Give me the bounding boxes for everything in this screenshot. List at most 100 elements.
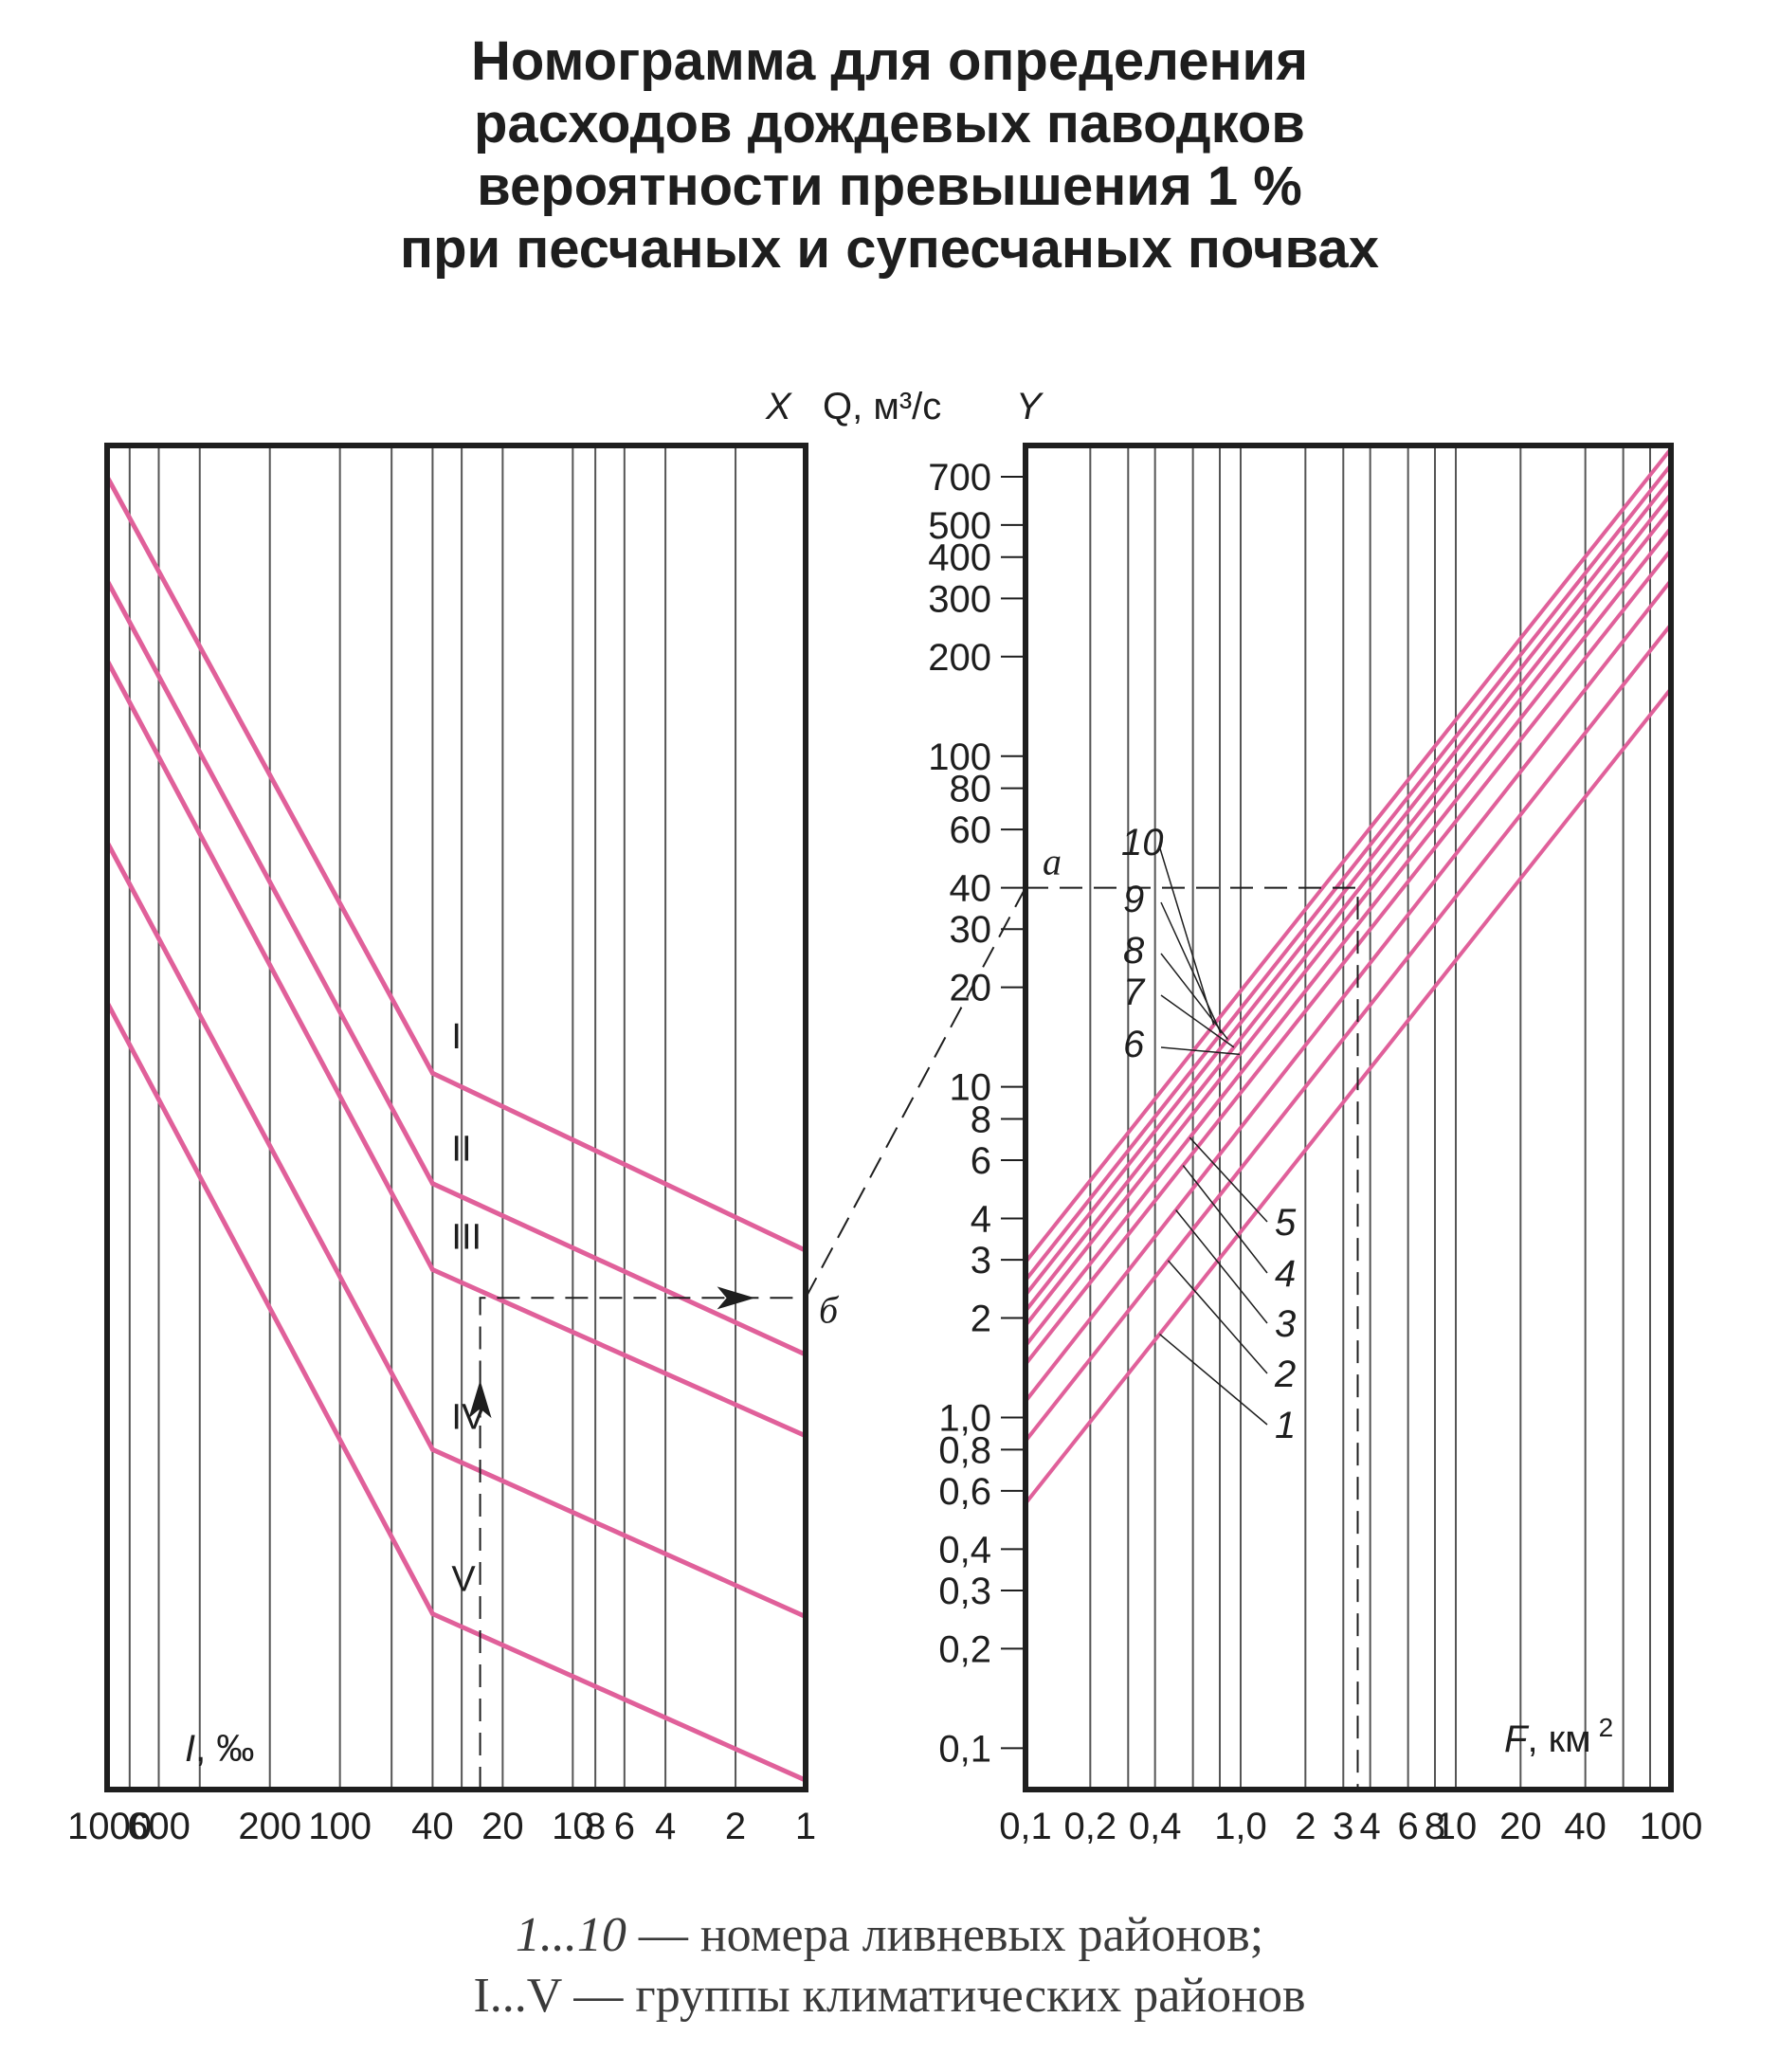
rain-district-label-1: 1 xyxy=(1275,1405,1296,1446)
left-x-tick-label: 1 xyxy=(795,1806,816,1847)
title-line-4: при песчаных и супесчаных почвах xyxy=(400,218,1379,280)
rain-district-line-5 xyxy=(1024,526,1673,1347)
axis-letter-y: Y xyxy=(1016,386,1044,427)
y-tick-label: 0,1 xyxy=(938,1728,991,1770)
curve-group-III xyxy=(104,659,808,1439)
y-tick-label: 10 xyxy=(950,1067,992,1109)
y-tick-label: 6 xyxy=(971,1140,991,1182)
leader-line-10 xyxy=(1158,845,1215,1026)
rain-district-line-2 xyxy=(1024,623,1673,1443)
right-x-tick-label: 20 xyxy=(1499,1806,1542,1847)
right-x-tick-label: 1,0 xyxy=(1214,1806,1267,1847)
rain-district-label-6: 6 xyxy=(1123,1024,1145,1065)
left-guide-line xyxy=(479,1297,806,1418)
right-panel: a123456789107005004003002001008060403020… xyxy=(765,386,1702,1847)
y-tick-label: 20 xyxy=(950,968,992,1009)
y-tick-label: 40 xyxy=(950,868,992,910)
right-x-tick-label: 0,2 xyxy=(1064,1806,1117,1847)
rain-district-label-8: 8 xyxy=(1123,930,1145,972)
rain-district-label-9: 9 xyxy=(1123,879,1144,920)
curve-label-V: V xyxy=(451,1560,476,1600)
title-line-1: Номограмма для определения xyxy=(470,30,1309,92)
left-x-tick-label: 8 xyxy=(585,1806,606,1847)
leader-line-5 xyxy=(1189,1136,1268,1223)
y-tick-label: 0,8 xyxy=(938,1429,991,1471)
right-x-axis-var: F xyxy=(1504,1718,1530,1760)
left-x-tick-label: 600 xyxy=(127,1806,191,1847)
axis-letter-x: X xyxy=(765,386,792,427)
caption-line-1: 1...10 — номера ливневых районов; xyxy=(0,1905,1779,1966)
rain-district-label-10: 10 xyxy=(1121,822,1164,863)
y-tick-label: 80 xyxy=(950,769,992,810)
leader-line-6 xyxy=(1160,1046,1241,1056)
y-tick-label: 100 xyxy=(928,736,991,778)
leader-line-7 xyxy=(1160,994,1235,1048)
point-label-b: б xyxy=(819,1288,840,1331)
title-line-3: вероятности превышения 1 % xyxy=(477,155,1302,217)
caption-line-1-text: — номера ливневых районов; xyxy=(626,1908,1264,1962)
y-tick-label: 500 xyxy=(928,505,991,547)
right-x-tick-label: 3 xyxy=(1333,1806,1353,1847)
rain-district-label-3: 3 xyxy=(1275,1303,1296,1345)
curve-label-I: I xyxy=(451,1017,462,1057)
left-x-axis-var: I xyxy=(185,1728,195,1770)
left-x-tick-label: 1000 xyxy=(67,1806,152,1847)
right-x-tick-label: 4 xyxy=(1360,1806,1381,1847)
curve-group-I xyxy=(104,475,808,1253)
left-frame xyxy=(104,443,808,1792)
left-x-tick-label: 10 xyxy=(552,1806,594,1847)
rain-district-line-10 xyxy=(1024,447,1673,1263)
right-x-tick-label: 2 xyxy=(1295,1806,1316,1847)
right-x-axis-sup: 2 xyxy=(1599,1713,1614,1742)
leader-line-4 xyxy=(1182,1165,1268,1274)
rain-district-label-2: 2 xyxy=(1274,1354,1296,1395)
y-axis-label: Q, м³/с xyxy=(823,386,941,427)
y-tick-label: 1,0 xyxy=(938,1398,991,1440)
right-x-tick-label: 8 xyxy=(1425,1806,1445,1847)
y-tick-label: 700 xyxy=(928,457,991,499)
y-tick-label: 60 xyxy=(950,809,992,851)
left-x-axis-unit: , ‰ xyxy=(195,1728,254,1770)
y-tick-label: 3 xyxy=(971,1240,991,1281)
left-x-tick-label: 40 xyxy=(411,1806,454,1847)
y-tick-label: 300 xyxy=(928,578,991,620)
y-tick-label: 0,6 xyxy=(938,1471,991,1513)
curve-label-II: II xyxy=(451,1130,471,1170)
rain-district-label-5: 5 xyxy=(1275,1202,1297,1244)
y-tick-label: 30 xyxy=(950,909,992,951)
chart-title: Номограмма для определения расходов дожд… xyxy=(0,30,1779,281)
caption-range: 1...10 xyxy=(515,1908,626,1962)
right-x-tick-label: 10 xyxy=(1435,1806,1478,1847)
left-x-tick-label: 20 xyxy=(481,1806,524,1847)
y-tick-label: 2 xyxy=(971,1299,991,1340)
y-tick-label: 8 xyxy=(971,1099,991,1140)
point-label-a: a xyxy=(1043,841,1062,883)
rain-district-label-7: 7 xyxy=(1123,972,1146,1013)
left-x-tick-label: 6 xyxy=(614,1806,635,1847)
y-tick-label: 200 xyxy=(928,637,991,679)
left-x-tick-label: 4 xyxy=(655,1806,676,1847)
y-tick-label: 0,3 xyxy=(938,1571,991,1612)
right-guide-line xyxy=(1026,886,1359,1790)
left-x-tick-label: 200 xyxy=(238,1806,301,1847)
right-x-tick-label: 40 xyxy=(1564,1806,1607,1847)
arrow-up-icon xyxy=(468,1380,492,1419)
caption-line-2: I...V — группы климатических районов xyxy=(473,1969,1306,2023)
curve-group-V xyxy=(104,1001,808,1783)
curve-group-IV xyxy=(104,841,808,1619)
y-tick-label: 0,2 xyxy=(938,1628,991,1670)
rain-district-line-1 xyxy=(1024,687,1673,1505)
caption: 1...10 — номера ливневых районов; I...V … xyxy=(0,1905,1779,2027)
left-x-tick-label: 100 xyxy=(308,1806,372,1847)
left-x-tick-label: 2 xyxy=(725,1806,746,1847)
leader-line-2 xyxy=(1167,1260,1268,1374)
y-tick-label: 0,4 xyxy=(938,1529,991,1571)
left-x-axis-label: I, ‰ xyxy=(185,1728,254,1770)
rain-district-label-4: 4 xyxy=(1275,1253,1296,1295)
rain-district-line-7 xyxy=(1024,493,1673,1313)
y-tick-label: 4 xyxy=(971,1198,991,1240)
curve-label-III: III xyxy=(451,1218,481,1258)
rain-district-line-4 xyxy=(1024,549,1673,1366)
